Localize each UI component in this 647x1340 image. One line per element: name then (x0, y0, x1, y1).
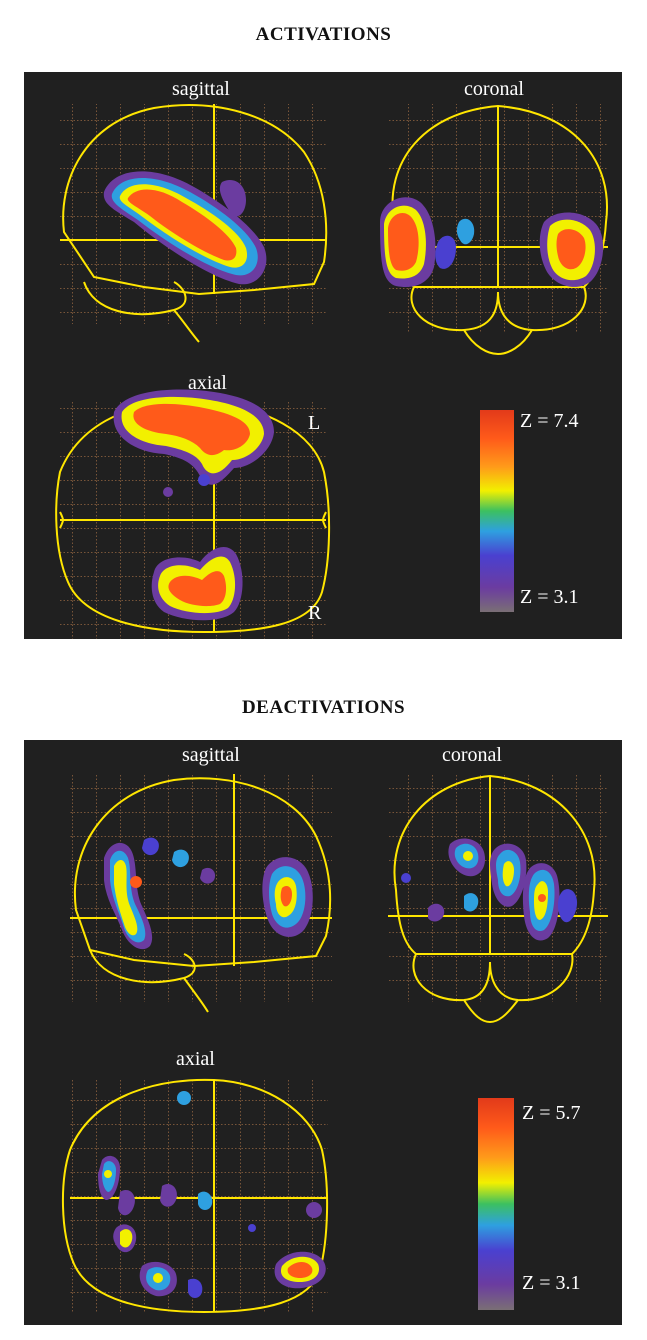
activations-axial-blobs (113, 389, 274, 621)
deactivations-coronal-blobs (401, 838, 578, 941)
deactivations-colorbar-max: Z = 5.7 (522, 1102, 581, 1124)
deactivations-axial-blobs (98, 1091, 326, 1298)
activations-left-marker: L (308, 412, 321, 434)
activations-colorbar-max: Z = 7.4 (520, 410, 579, 432)
activations-coronal-view (380, 104, 608, 356)
deactivations-axial-label: axial (176, 1048, 215, 1070)
deactivations-title: DEACTIVATIONS (241, 697, 406, 718)
activations-colorbar (480, 410, 514, 612)
deactivations-colorbar (478, 1098, 514, 1310)
activations-sagittal-blob (103, 171, 267, 285)
deactivations-sagittal-label: sagittal (182, 744, 240, 766)
deactivations-sagittal-blobs (104, 837, 313, 950)
activations-panel: sagittal coronal axial L R Z = 7.4 Z = 3… (24, 72, 622, 639)
deactivations-colorbar-min: Z = 3.1 (522, 1272, 581, 1294)
activations-right-marker: R (308, 602, 322, 624)
activations-sagittal-view (60, 104, 328, 343)
deactivations-coronal-label: coronal (442, 744, 502, 766)
activations-coronal-blobs (380, 197, 604, 288)
deactivations-sagittal-view (70, 774, 332, 1013)
deactivations-panel: sagittal coronal axial Z = 5.7 Z = 3.1 (24, 740, 622, 1325)
activations-title: ACTIVATIONS (255, 24, 392, 45)
deactivations-coronal-view (388, 774, 608, 1024)
activations-colorbar-min: Z = 3.1 (520, 586, 579, 608)
activations-sagittal-label: sagittal (172, 78, 230, 100)
deactivations-glass-brain (61, 774, 608, 1314)
activations-axial-view (55, 389, 331, 639)
activations-coronal-label: coronal (464, 78, 524, 100)
activations-axial-label: axial (188, 372, 227, 394)
activations-glass-brain (55, 104, 608, 639)
deactivations-axial-view (61, 1078, 329, 1314)
